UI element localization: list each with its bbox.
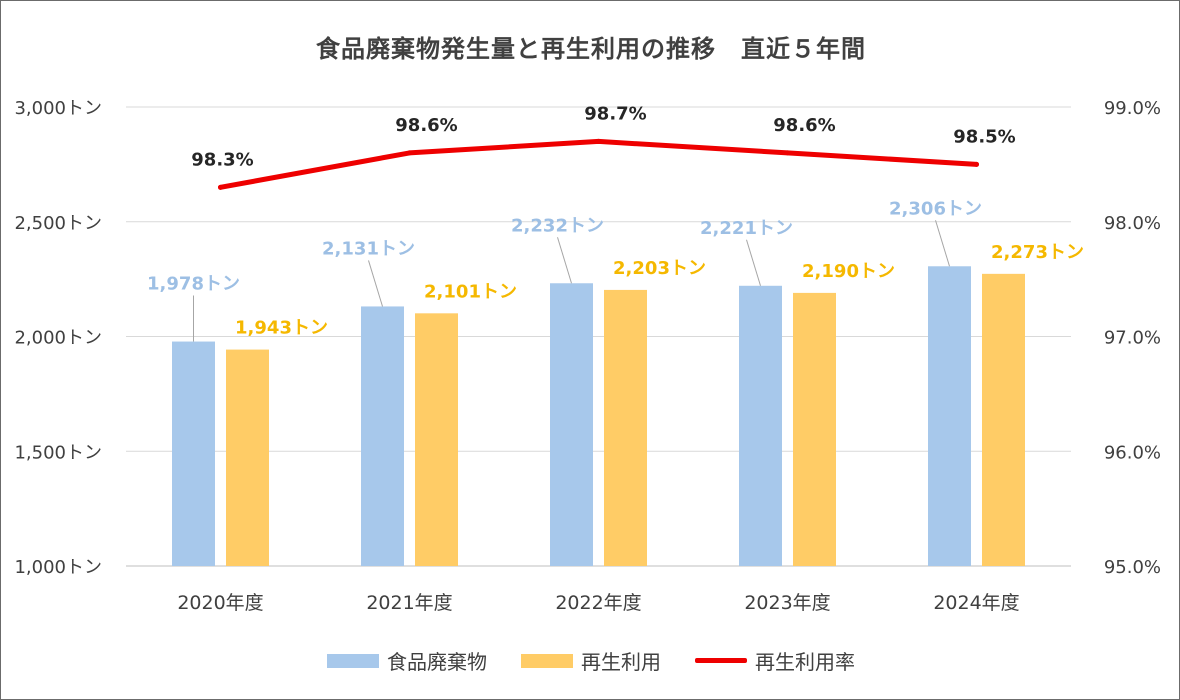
line-point-rate: [407, 150, 412, 156]
legend-item-rate: 再生利用率: [695, 646, 855, 675]
line-point-rate: [596, 138, 601, 144]
legend-swatch-rate: [695, 658, 747, 663]
y-left-tick-label: 2,000トン: [14, 328, 102, 349]
x-tick-label: 2021年度: [366, 592, 452, 614]
bar-recycle: [793, 292, 836, 566]
data-label-waste: 2,131トン: [322, 238, 415, 259]
leader-line: [368, 260, 383, 307]
line-point-rate: [974, 161, 979, 167]
y-right-tick-label: 97.0%: [1104, 328, 1161, 349]
data-label-recycle: 1,943トン: [235, 318, 328, 339]
y-right-tick-label: 96.0%: [1104, 442, 1161, 463]
legend-swatch-waste: [327, 653, 379, 668]
legend-label-rate: 再生利用率: [755, 650, 855, 674]
x-tick-label: 2020年度: [177, 592, 263, 614]
bar-waste: [739, 285, 782, 566]
data-label-rate: 98.6%: [773, 115, 835, 136]
bar-waste: [172, 341, 215, 566]
bar-waste: [550, 283, 593, 566]
data-label-rate: 98.6%: [395, 115, 457, 136]
bar-waste: [361, 306, 404, 566]
y-right-tick-label: 99.0%: [1104, 98, 1161, 119]
data-label-recycle: 2,101トン: [424, 281, 517, 302]
leader-line: [935, 220, 950, 267]
y-left-tick-label: 1,000トン: [14, 557, 102, 578]
bar-recycle: [604, 289, 647, 566]
data-label-rate: 98.5%: [953, 126, 1015, 147]
data-label-waste: 2,221トン: [700, 218, 793, 239]
x-tick-label: 2024年度: [933, 592, 1019, 614]
data-label-rate: 98.7%: [584, 103, 646, 124]
series-line-rate: [218, 138, 979, 190]
legend-label-waste: 食品廃棄物: [387, 650, 487, 674]
bar-recycle: [415, 313, 458, 566]
bar-recycle: [982, 273, 1025, 566]
bar-recycle: [226, 349, 269, 566]
bar-waste: [928, 266, 971, 566]
legend-item-recycle: 再生利用: [521, 646, 661, 675]
y-left-tick-label: 2,500トン: [14, 213, 102, 234]
legend: 食品廃棄物 再生利用 再生利用率: [1, 646, 1180, 675]
leader-line: [557, 237, 572, 284]
legend-swatch-recycle: [521, 653, 573, 668]
x-tick-label: 2023年度: [744, 592, 830, 614]
data-label-recycle: 2,203トン: [613, 258, 706, 279]
y-right-tick-label: 98.0%: [1104, 213, 1161, 234]
legend-label-recycle: 再生利用: [581, 650, 661, 674]
x-tick-label: 2022年度: [555, 592, 641, 614]
data-label-waste: 1,978トン: [147, 274, 240, 295]
line-point-rate: [785, 150, 790, 156]
data-label-rate: 98.3%: [191, 149, 253, 170]
data-label-recycle: 2,273トン: [991, 242, 1084, 263]
data-label-recycle: 2,190トン: [802, 261, 895, 282]
line-point-rate: [218, 184, 223, 190]
y-right-tick-label: 95.0%: [1104, 557, 1161, 578]
y-left-tick-label: 3,000トン: [14, 98, 102, 119]
y-left-tick-label: 1,500トン: [14, 442, 102, 463]
data-label-waste: 2,306トン: [889, 198, 982, 219]
leader-line: [746, 239, 761, 286]
legend-item-waste: 食品廃棄物: [327, 646, 487, 675]
data-label-waste: 2,232トン: [511, 215, 604, 236]
chart-plot: 1,978トン 1,943トン 2,131トン 2,101トン 2,232トン 2,203…: [14, 98, 1161, 614]
chart-title: 食品廃棄物発生量と再生利用の推移 直近５年間: [316, 35, 866, 63]
